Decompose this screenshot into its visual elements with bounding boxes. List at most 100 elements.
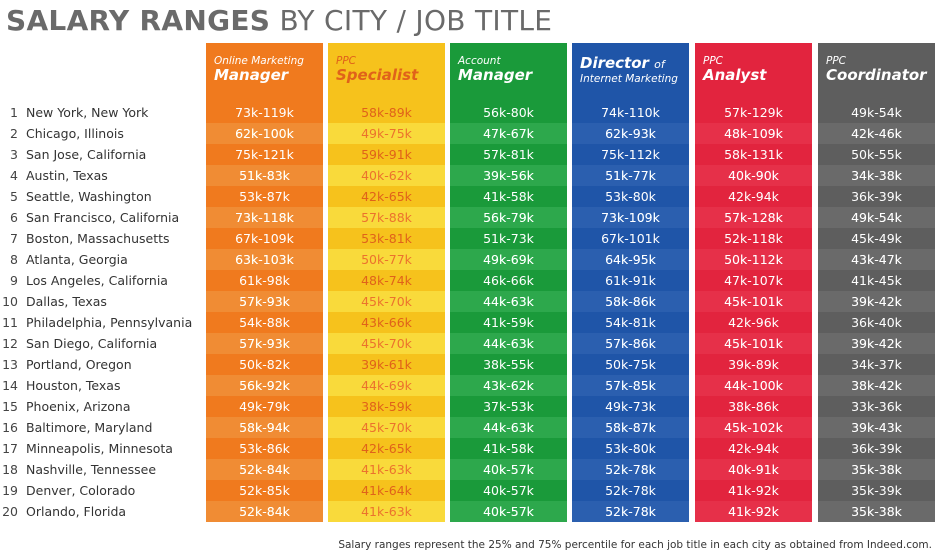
salary-range-cell: 61k-98k — [206, 270, 323, 291]
rank-number: 6 — [10, 210, 18, 225]
salary-range-cell: 36k-40k — [818, 312, 935, 333]
city-name: Los Angeles, California — [26, 273, 168, 288]
salary-range-cell: 54k-88k — [206, 312, 323, 333]
salary-range-cell: 50k-112k — [695, 249, 812, 270]
city-name: Baltimore, Maryland — [26, 420, 153, 435]
salary-range-cell: 73k-109k — [572, 207, 689, 228]
salary-range-cell: 74k-110k — [572, 102, 689, 123]
city-row-label: 12 San Diego, California — [0, 333, 206, 354]
salary-range-cell: 40k-57k — [450, 459, 567, 480]
column-header-big-text: Director — [580, 54, 649, 72]
salary-range-cell: 57k-129k — [695, 102, 812, 123]
salary-range-cell: 40k-57k — [450, 501, 567, 522]
chart-title-light: BY CITY / JOB TITLE — [279, 4, 553, 37]
salary-range-cell: 41k-58k — [450, 186, 567, 207]
salary-range-cell: 48k-109k — [695, 123, 812, 144]
city-name: Portland, Oregon — [26, 357, 132, 372]
salary-range-cell: 41k-63k — [328, 501, 445, 522]
salary-range-cell: 41k-45k — [818, 270, 935, 291]
column-header: Account Manager — [450, 43, 567, 102]
salary-range-cell: 58k-87k — [572, 417, 689, 438]
column-header: PPC Specialist — [328, 43, 445, 102]
salary-range-cell: 75k-112k — [572, 144, 689, 165]
column-header-big: Director of — [580, 55, 683, 73]
rank-number: 13 — [2, 357, 18, 372]
rank-number: 11 — [2, 315, 18, 330]
salary-range-cell: 45k-70k — [328, 333, 445, 354]
salary-range-cell: 42k-94k — [695, 186, 812, 207]
city-row-label: 6 San Francisco, California — [0, 207, 206, 228]
column-header-big: Manager — [458, 67, 561, 84]
city-name: Minneapolis, Minnesota — [26, 441, 173, 456]
salary-range-cell: 45k-70k — [328, 291, 445, 312]
salary-range-cell: 41k-58k — [450, 438, 567, 459]
rank-number: 19 — [2, 483, 18, 498]
column-header-big-text: Manager — [214, 66, 289, 84]
salary-range-cell: 35k-39k — [818, 480, 935, 501]
column-header-big-text: Coordinator — [826, 66, 927, 84]
salary-range-cell: 52k-84k — [206, 459, 323, 480]
column-header-small: PPC — [703, 55, 723, 67]
city-name: New York, New York — [26, 105, 149, 120]
column-header-small2: Internet Marketing — [580, 73, 678, 85]
salary-range-cell: 57k-85k — [572, 375, 689, 396]
salary-range-cell: 45k-101k — [695, 333, 812, 354]
city-row-label: 1 New York, New York — [0, 102, 206, 123]
salary-range-cell: 54k-81k — [572, 312, 689, 333]
rank-number: 15 — [2, 399, 18, 414]
salary-range-cell: 64k-95k — [572, 249, 689, 270]
salary-range-cell: 58k-86k — [572, 291, 689, 312]
job-column: Online Marketing Manager 73k-119k 62k-100k 7… — [206, 43, 323, 522]
city-name: Philadelphia, Pennsylvania — [26, 315, 193, 330]
job-column: PPC Analyst 57k-129k 48k-109k 58k-131k 40k-90… — [695, 43, 812, 522]
salary-range-cell: 42k-65k — [328, 186, 445, 207]
salary-range-cell: 57k-86k — [572, 333, 689, 354]
city-name: Boston, Massachusetts — [26, 231, 170, 246]
salary-range-cell: 42k-46k — [818, 123, 935, 144]
salary-range-cell: 53k-87k — [206, 186, 323, 207]
column-header-big-text: Specialist — [336, 66, 419, 84]
salary-range-cell: 57k-93k — [206, 291, 323, 312]
rank-number: 2 — [10, 126, 18, 141]
city-row-label: 5 Seattle, Washington — [0, 186, 206, 207]
job-column: PPC Coordinator 49k-54k 42k-46k 50k-55k 34k-3… — [818, 43, 935, 522]
rank-number: 8 — [10, 252, 18, 267]
salary-range-cell: 41k-92k — [695, 501, 812, 522]
city-row-label: 8 Atlanta, Georgia — [0, 249, 206, 270]
salary-range-cell: 49k-54k — [818, 102, 935, 123]
salary-range-cell: 51k-77k — [572, 165, 689, 186]
column-header-big: Coordinator — [826, 67, 929, 84]
rank-number: 1 — [10, 105, 18, 120]
salary-range-cell: 44k-69k — [328, 375, 445, 396]
city-name: Denver, Colorado — [26, 483, 136, 498]
city-row-label: 11 Philadelphia, Pennsylvania — [0, 312, 206, 333]
salary-range-cell: 44k-63k — [450, 333, 567, 354]
salary-range-cell: 62k-93k — [572, 123, 689, 144]
city-name: Dallas, Texas — [26, 294, 107, 309]
salary-range-cell: 48k-74k — [328, 270, 445, 291]
salary-range-cell: 38k-86k — [695, 396, 812, 417]
salary-range-cell: 52k-78k — [572, 501, 689, 522]
city-name: Orlando, Florida — [26, 504, 127, 519]
salary-range-cell: 57k-81k — [450, 144, 567, 165]
salary-range-cell: 63k-103k — [206, 249, 323, 270]
salary-range-cell: 45k-101k — [695, 291, 812, 312]
column-header-small: PPC — [826, 55, 846, 67]
salary-range-cell: 40k-91k — [695, 459, 812, 480]
salary-range-cell: 51k-83k — [206, 165, 323, 186]
rank-number: 16 — [2, 420, 18, 435]
salary-range-cell: 38k-59k — [328, 396, 445, 417]
salary-range-cell: 75k-121k — [206, 144, 323, 165]
salary-range-cell: 58k-94k — [206, 417, 323, 438]
salary-range-cell: 57k-88k — [328, 207, 445, 228]
salary-range-cell: 45k-102k — [695, 417, 812, 438]
salary-range-cell: 43k-66k — [328, 312, 445, 333]
rank-number: 14 — [2, 378, 18, 393]
salary-range-cell: 56k-92k — [206, 375, 323, 396]
column-header-big: Analyst — [703, 67, 806, 84]
salary-range-cell: 38k-55k — [450, 354, 567, 375]
column-header-of: of — [654, 58, 665, 71]
salary-range-cell: 59k-91k — [328, 144, 445, 165]
rank-number: 17 — [2, 441, 18, 456]
job-column: Director of Internet Marketing 74k-110k 62k… — [572, 43, 689, 522]
